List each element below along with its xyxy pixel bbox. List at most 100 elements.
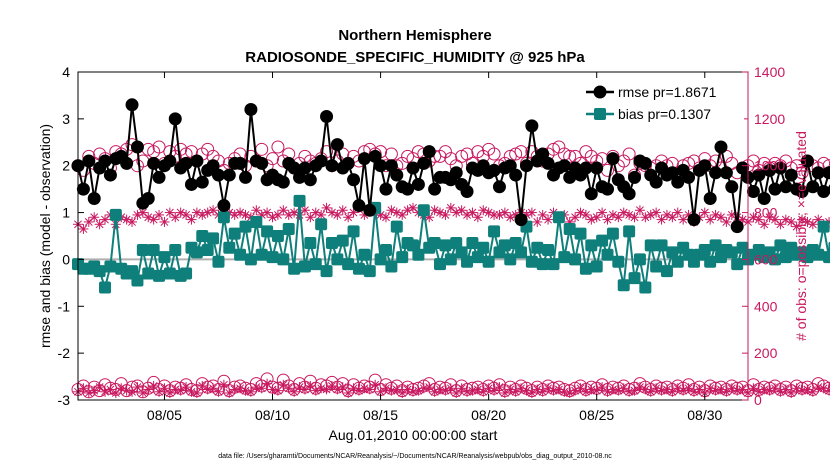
evaluated-low-marker-stroke (652, 384, 661, 393)
evaluated-marker-stroke (90, 213, 99, 222)
rmse-point (422, 145, 436, 159)
evaluated-marker (343, 212, 354, 223)
evaluated-marker (543, 214, 554, 225)
evaluated-marker-stroke (176, 208, 185, 217)
evaluated-low-marker-stroke (484, 384, 493, 393)
bias-point (650, 260, 663, 273)
evaluated-low-marker (224, 387, 235, 398)
bias-point (455, 246, 468, 259)
bias-point (817, 220, 830, 233)
evaluated-marker-stroke (95, 220, 104, 229)
bias-point (169, 244, 182, 257)
evaluated-marker (537, 209, 548, 220)
evaluated-low-marker (208, 383, 219, 394)
evaluated-low-marker (197, 380, 208, 391)
bias-point (93, 265, 106, 278)
evaluated-low-marker-stroke (749, 384, 758, 393)
evaluated-marker (580, 209, 591, 220)
rmse-point (628, 170, 642, 184)
bias-point (779, 251, 792, 264)
x-tick-label: 08/10 (255, 407, 290, 423)
y2-axis-label: # of obs: o=possible; ×=evaluated (793, 131, 809, 341)
evaluated-marker-stroke (652, 208, 661, 217)
bias-point (142, 267, 155, 280)
evaluated-marker (445, 202, 456, 213)
evaluated-low-marker-stroke (473, 385, 482, 394)
rmse-point (649, 175, 663, 189)
evaluated-low-marker-stroke (641, 385, 650, 394)
evaluated-low-marker-stroke (338, 383, 347, 392)
evaluated-marker-stroke (603, 215, 612, 224)
evaluated-marker (208, 205, 219, 216)
evaluated-low-marker-stroke (209, 384, 218, 393)
evaluated-marker-stroke (128, 217, 136, 226)
evaluated-marker-stroke (684, 210, 693, 219)
evaluated-low-marker (537, 386, 548, 397)
rmse-point (671, 175, 685, 189)
evaluated-marker-stroke (814, 215, 823, 224)
rmse-point (541, 156, 555, 170)
evaluated-marker-stroke (592, 213, 601, 222)
evaluated-low-marker-stroke (630, 386, 639, 395)
rmse-point (233, 156, 247, 170)
evaluated-marker (759, 219, 770, 230)
possible-marker (509, 147, 523, 161)
evaluated-marker (127, 216, 138, 227)
bias-point (385, 260, 398, 273)
legend-rmse-label: rmse pr=1.8671 (618, 84, 717, 100)
evaluated-marker-stroke (484, 208, 493, 217)
evaluated-low-marker-stroke (133, 383, 142, 392)
evaluated-marker-stroke (798, 215, 806, 224)
evaluated-low-marker-stroke (646, 387, 655, 396)
possible-marker (201, 142, 215, 156)
rmse-point (730, 220, 744, 234)
evaluated-marker (148, 214, 159, 225)
evaluated-low-marker (294, 382, 305, 393)
rmse-point (590, 161, 604, 175)
bias-point (320, 265, 333, 278)
evaluated-marker-stroke (776, 220, 785, 229)
x-tick-label: 08/30 (687, 407, 722, 423)
bias-point (255, 248, 268, 261)
evaluated-marker (715, 212, 726, 223)
bias-point (515, 246, 528, 259)
y-axis-ticks: -3 -2 -1 0 1 2 3 4 (58, 64, 84, 408)
bias-point (633, 253, 646, 266)
evaluated-low-marker-stroke (511, 387, 520, 396)
evaluated-marker (634, 205, 645, 216)
bias-point (136, 244, 149, 257)
y-tick-label: 3 (62, 111, 70, 127)
evaluated-low-marker-stroke (711, 386, 720, 395)
evaluated-marker (467, 207, 478, 218)
bias-point (590, 260, 603, 273)
bias-point (217, 211, 230, 224)
bias-point (488, 225, 501, 238)
rmse-point (622, 187, 636, 201)
evaluated-low-marker (618, 383, 629, 394)
rmse-point (811, 166, 825, 180)
evaluated-low-marker-stroke (398, 389, 407, 397)
evaluated-marker-stroke (387, 206, 396, 215)
evaluated-low-marker-stroke (808, 387, 817, 396)
evaluated-low-marker-stroke (263, 379, 272, 388)
rmse-point (746, 184, 760, 198)
evaluated-low-marker (159, 383, 170, 394)
bias-point (309, 258, 322, 271)
rmse-point (822, 166, 830, 180)
bias-point (461, 255, 474, 268)
y2-tick-label: 400 (754, 298, 778, 314)
y2-tick-label: 600 (754, 251, 778, 267)
rmse-point (709, 166, 723, 180)
evaluated-low-marker (186, 386, 197, 397)
bias-point (196, 230, 209, 242)
evaluated-marker-stroke (787, 217, 796, 226)
evaluated-low-marker-stroke (803, 385, 812, 394)
evaluated-low-marker (364, 384, 375, 395)
possible-marker (514, 145, 528, 159)
evaluated-marker (408, 202, 418, 213)
evaluated-low-marker-stroke (419, 384, 428, 393)
bias-point (606, 227, 619, 240)
x-tick-label: 08/05 (147, 407, 182, 423)
evaluated-marker-stroke (171, 213, 180, 222)
evaluated-marker (440, 209, 451, 220)
